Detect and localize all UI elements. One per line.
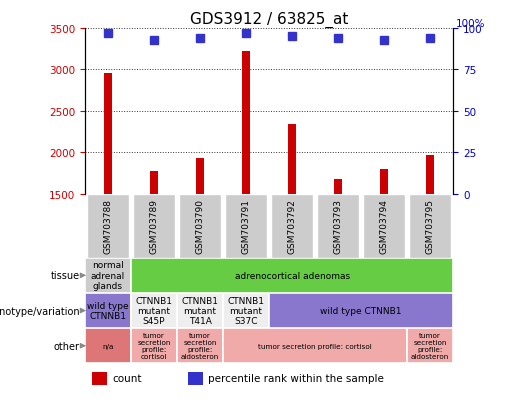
Bar (104, 74, 112, 194)
FancyBboxPatch shape (85, 293, 131, 328)
Text: adrenocortical adenomas: adrenocortical adenomas (234, 271, 350, 280)
FancyBboxPatch shape (131, 258, 453, 293)
FancyBboxPatch shape (409, 194, 451, 258)
FancyBboxPatch shape (407, 328, 453, 363)
Bar (92, 372, 107, 385)
Bar (150, 172, 158, 194)
FancyBboxPatch shape (177, 293, 223, 328)
FancyBboxPatch shape (223, 293, 269, 328)
FancyBboxPatch shape (177, 328, 223, 363)
Text: CTNNB1
mutant
T41A: CTNNB1 mutant T41A (182, 296, 218, 325)
FancyBboxPatch shape (85, 258, 131, 293)
Text: tumor
secretion
profile:
aldosteron: tumor secretion profile: aldosteron (181, 332, 219, 359)
Text: GSM703792: GSM703792 (287, 199, 297, 254)
Text: wild type
CTNNB1: wild type CTNNB1 (87, 301, 129, 320)
Bar (426, 156, 434, 194)
Text: genotype/variation: genotype/variation (0, 306, 80, 316)
Text: wild type CTNNB1: wild type CTNNB1 (320, 306, 402, 315)
Text: GSM703794: GSM703794 (380, 199, 389, 254)
Bar (188, 372, 203, 385)
Bar (380, 169, 388, 194)
FancyBboxPatch shape (133, 194, 175, 258)
Text: count: count (113, 373, 142, 383)
FancyBboxPatch shape (179, 194, 221, 258)
Text: 100%: 100% (456, 19, 486, 29)
FancyBboxPatch shape (364, 194, 405, 258)
FancyBboxPatch shape (226, 194, 267, 258)
FancyBboxPatch shape (131, 293, 177, 328)
Bar (288, 125, 296, 194)
FancyBboxPatch shape (317, 194, 359, 258)
Text: normal
adrenal
glands: normal adrenal glands (91, 261, 125, 290)
Text: tumor
secretion
profile:
cortisol: tumor secretion profile: cortisol (138, 332, 170, 359)
FancyBboxPatch shape (271, 194, 313, 258)
Text: other: other (54, 341, 80, 351)
FancyBboxPatch shape (269, 293, 453, 328)
Text: GSM703795: GSM703795 (426, 199, 435, 254)
Text: GSM703789: GSM703789 (149, 199, 159, 254)
Bar (196, 159, 204, 194)
Text: n/a: n/a (102, 343, 114, 349)
Text: GSM703788: GSM703788 (104, 199, 112, 254)
FancyBboxPatch shape (131, 328, 177, 363)
Text: GSM703793: GSM703793 (334, 199, 342, 254)
FancyBboxPatch shape (223, 328, 407, 363)
Text: CTNNB1
mutant
S45P: CTNNB1 mutant S45P (135, 296, 173, 325)
Title: GDS3912 / 63825_at: GDS3912 / 63825_at (190, 12, 348, 28)
Bar (334, 179, 342, 194)
Text: tissue: tissue (50, 271, 80, 281)
Text: GSM703791: GSM703791 (242, 199, 251, 254)
Text: GSM703790: GSM703790 (196, 199, 204, 254)
Text: tumor
secretion
profile:
aldosteron: tumor secretion profile: aldosteron (411, 332, 449, 359)
Text: CTNNB1
mutant
S37C: CTNNB1 mutant S37C (228, 296, 265, 325)
FancyBboxPatch shape (87, 194, 129, 258)
FancyBboxPatch shape (85, 328, 131, 363)
Bar (242, 52, 250, 194)
Text: percentile rank within the sample: percentile rank within the sample (209, 373, 384, 383)
Text: tumor secretion profile: cortisol: tumor secretion profile: cortisol (258, 343, 372, 349)
